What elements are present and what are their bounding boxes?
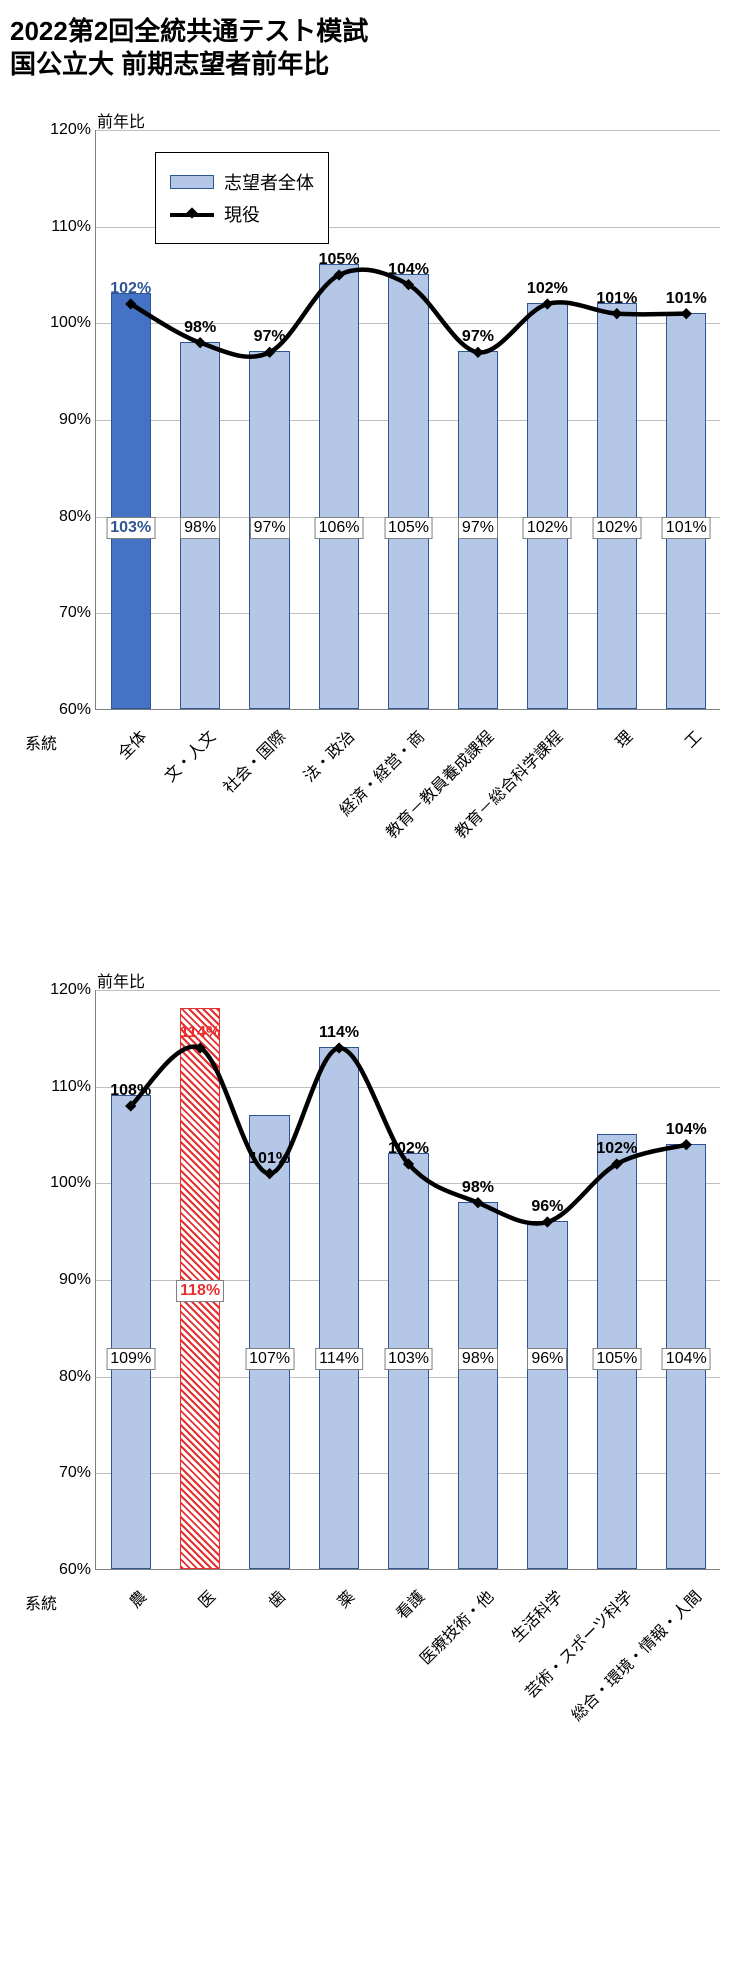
bar [597,303,637,709]
title-line-1: 2022第2回全統共通テスト模試 [10,15,740,48]
bar-value-label: 101% [662,517,711,539]
chart-2: 前年比109%108%118%114%107%101%114%114%103%1… [10,960,740,1790]
bar-value-label: 114% [315,1348,363,1370]
x-tick-label: 薬 [331,1584,359,1612]
y-tick-label: 100% [43,314,91,332]
line-value-label: 97% [254,328,286,346]
line-value-label: 108% [110,1082,151,1100]
bar-value-label: 102% [523,517,572,539]
bar-value-label: 109% [106,1348,155,1370]
bar-value-label: 98% [458,1348,498,1370]
y-tick-label: 70% [43,1464,91,1482]
bar-value-label: 102% [592,517,641,539]
line-value-label: 101% [249,1150,290,1168]
legend-bar-swatch [170,175,214,189]
line-value-label: 98% [462,1179,494,1197]
x-tick-label: 歯 [261,1584,289,1612]
bar-value-label: 98% [180,517,220,539]
y-tick-label: 100% [43,1174,91,1192]
legend-item-bar: 志望者全体 [170,169,314,195]
bar-value-label: 103% [106,517,155,539]
y-tick-label: 90% [43,411,91,429]
x-tick-label: 農 [122,1584,150,1612]
line-value-label: 102% [388,1140,429,1158]
line-value-label: 96% [531,1198,563,1216]
y-tick-label: 80% [43,508,91,526]
y-tick-label: 110% [43,1078,91,1096]
line-value-label: 102% [527,280,568,298]
y-tick-label: 120% [43,981,91,999]
x-tick-label: 総合・環境・情報・人間 [565,1584,706,1725]
line-value-label: 98% [184,319,216,337]
bar-value-label: 104% [662,1348,711,1370]
bar [388,274,428,709]
gridline [96,990,720,991]
bar [458,1202,498,1569]
x-tick-label: 医 [192,1584,220,1612]
y-tick-label: 60% [43,701,91,719]
bar [527,303,567,709]
line-value-label: 102% [110,280,151,298]
bar-value-label: 105% [592,1348,641,1370]
line-value-label: 101% [666,290,707,308]
title-line-2: 国公立大 前期志望者前年比 [10,48,740,81]
y-tick-label: 110% [43,218,91,236]
line-value-label: 97% [462,328,494,346]
line-value-label: 114% [180,1024,220,1042]
line-value-label: 104% [666,1121,707,1139]
bar-value-label: 97% [250,517,290,539]
line-value-label: 101% [596,290,637,308]
line-value-label: 114% [319,1024,359,1042]
y-tick-label: 60% [43,1561,91,1579]
line-value-label: 105% [319,251,360,269]
legend-item-line: 現役 [170,201,314,227]
y-tick-label: 120% [43,121,91,139]
x-tick-label: 文・人文 [158,724,220,786]
bar [527,1221,567,1569]
bar [666,313,706,709]
x-tick-label: 理 [609,724,637,752]
bar-value-label: 97% [458,517,498,539]
gridline [96,130,720,131]
bar-value-label: 105% [384,517,433,539]
x-tick-label: 生活科学 [505,1584,567,1646]
bar [111,293,151,709]
bar [319,1047,359,1569]
x-axis-title: 系統 [25,730,57,754]
y-tick-label: 90% [43,1271,91,1289]
legend-line-swatch [170,204,214,224]
y-tick-label: 80% [43,1368,91,1386]
x-tick-label: 医療技術・他 [413,1584,498,1669]
y-tick-label: 70% [43,604,91,622]
legend-line-label: 現役 [224,201,260,227]
plot-area: 109% 108% 118% 114% 107% 101% 114% 114% 103% 102%… [95,990,720,1570]
legend-bar-label: 志望者全体 [224,169,314,195]
y-axis-title: 前年比 [97,108,145,132]
chart-1: 前年比 103% 102% 98% 98% 97% 97% 106% 105% 105% 104% 9… [10,100,740,930]
bar-value-label: 118% [176,1280,224,1302]
bar-value-label: 107% [245,1348,294,1370]
bar-value-label: 106% [315,517,364,539]
line-value-label: 102% [596,1140,637,1158]
bar [249,1115,289,1569]
legend: 志望者全体現役 [155,152,329,244]
x-tick-label: 法・政治 [297,724,359,786]
bar-value-label: 96% [527,1348,567,1370]
x-tick-label: 全体 [111,724,151,764]
bar-value-label: 103% [384,1348,433,1370]
x-tick-label: 看護 [389,1584,429,1624]
x-tick-label: 工 [678,724,706,752]
x-tick-label: 社会・国際 [216,724,290,798]
line-value-label: 104% [388,261,429,279]
y-axis-title: 前年比 [97,968,145,992]
x-axis-title: 系統 [25,1590,57,1614]
bar [111,1095,151,1569]
bar [319,264,359,709]
